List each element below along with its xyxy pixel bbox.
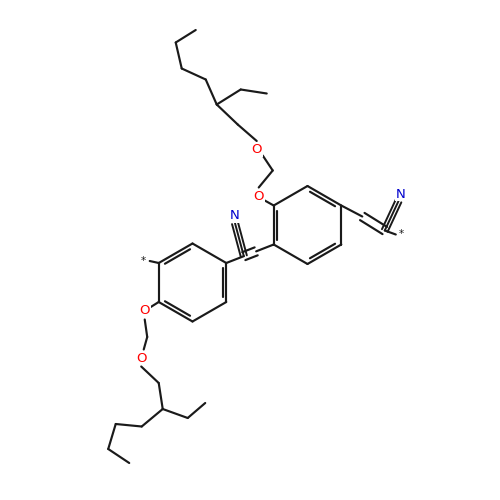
Text: O: O xyxy=(136,352,146,364)
Text: N: N xyxy=(396,188,406,200)
Text: O: O xyxy=(252,143,262,156)
Text: O: O xyxy=(140,304,150,318)
Text: O: O xyxy=(254,190,264,203)
Text: *: * xyxy=(141,256,146,266)
Text: N: N xyxy=(230,210,240,222)
Text: *: * xyxy=(399,230,404,239)
